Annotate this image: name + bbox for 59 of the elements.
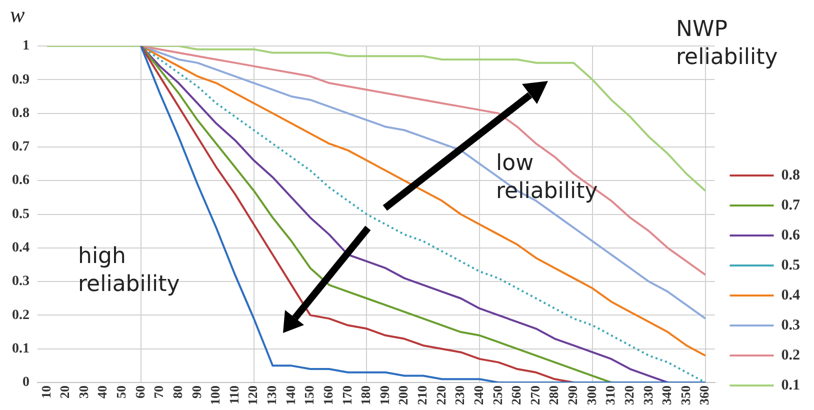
y-tick-label: 0.6 [12, 173, 30, 188]
x-tick-label: 10 [38, 386, 54, 398]
x-tick-label: 60 [132, 386, 148, 398]
x-tick-label: 250 [490, 386, 505, 405]
legend-label: 0.1 [781, 377, 800, 394]
x-tick-label: 320 [621, 386, 636, 405]
legend-label: 0.7 [781, 197, 800, 214]
legend-label: 0.4 [781, 287, 800, 304]
x-tick-label: 310 [602, 386, 618, 405]
x-tick-label: 220 [433, 386, 448, 405]
x-tick-label: 270 [527, 386, 542, 405]
x-tick-label: 330 [640, 386, 656, 405]
x-tick-label: 180 [358, 386, 374, 405]
y-tick-label: 0.1 [12, 341, 30, 356]
x-tick-label: 260 [508, 386, 524, 405]
legend-label: 0.5 [781, 257, 800, 274]
x-tick-label: 90 [188, 386, 204, 398]
x-tick-label: 50 [114, 386, 129, 398]
x-tick-label: 300 [584, 386, 599, 405]
y-tick-label: 0.2 [12, 308, 30, 323]
y-tick-label: 1 [22, 38, 30, 54]
x-tick-label: 290 [565, 386, 580, 405]
x-tick-label: 240 [470, 386, 486, 405]
x-tick-label: 40 [94, 386, 110, 398]
y-tick-label: 0.4 [12, 240, 30, 256]
x-tick-label: 80 [170, 386, 185, 398]
x-tick-label: 230 [452, 386, 468, 405]
x-tick-label: 140 [282, 386, 298, 405]
x-tick-label: 350 [678, 386, 693, 405]
x-tick-label: 110 [226, 386, 242, 404]
x-tick-label: 280 [546, 386, 562, 405]
x-tick-label: 190 [376, 386, 392, 405]
y-axis-title: w [10, 2, 25, 28]
x-tick-label: 210 [414, 386, 430, 405]
legend-label: 0.8 [781, 167, 800, 184]
x-tick-label: 130 [264, 386, 280, 405]
y-tick-label: 0.7 [12, 140, 30, 155]
x-tick-label: 340 [659, 386, 674, 405]
x-tick-label: 160 [320, 386, 336, 405]
y-tick-label: 0.3 [12, 274, 30, 290]
legend-label: 0.3 [781, 317, 800, 334]
y-tick-label: 0.5 [12, 206, 30, 222]
legend-label: 0.6 [781, 227, 800, 244]
x-tick-label: 360 [696, 386, 712, 405]
annotation: low reliability [496, 150, 599, 206]
legend-title: NWP reliability [676, 16, 779, 72]
x-tick-label: 100 [208, 386, 223, 405]
y-tick-label: 0.8 [12, 106, 30, 121]
x-tick-label: 170 [339, 386, 354, 405]
annotation: high reliability [78, 243, 181, 299]
y-tick-label: 0 [22, 375, 30, 390]
x-tick-label: 200 [396, 386, 411, 405]
x-tick-label: 20 [57, 386, 72, 398]
x-tick-label: 150 [302, 386, 317, 405]
legend-label: 0.2 [781, 347, 800, 364]
y-tick-label: 0.9 [12, 72, 30, 88]
x-tick-label: 70 [151, 386, 166, 398]
x-tick-label: 30 [76, 386, 91, 398]
x-tick-label: 120 [245, 386, 260, 405]
